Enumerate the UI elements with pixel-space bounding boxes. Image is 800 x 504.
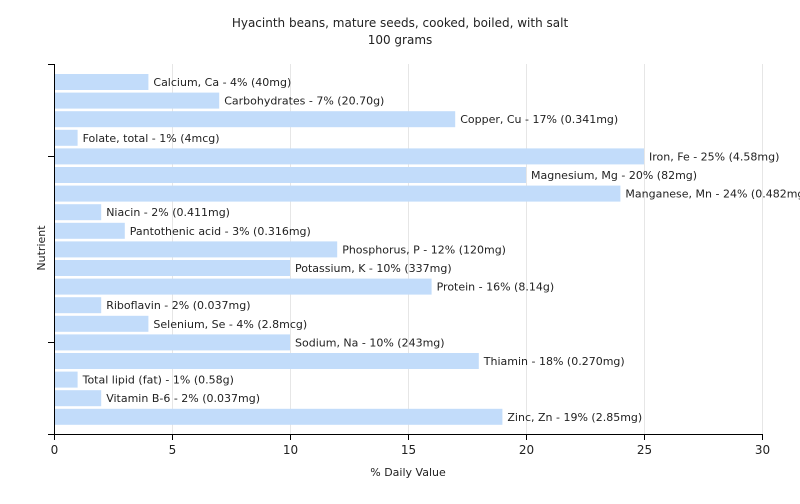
bar-label: Zinc, Zn - 19% (2.85mg)	[507, 411, 642, 424]
x-tick-label: 20	[519, 443, 534, 457]
bar-label: Vitamin B-6 - 2% (0.037mg)	[106, 392, 260, 405]
bar	[55, 111, 456, 128]
y-axis-label: Nutrient	[35, 225, 48, 271]
bar	[55, 74, 149, 90]
bar	[55, 297, 102, 314]
axes: 0 5 10 15 20 25 30	[48, 64, 770, 457]
bar-label: Total lipid (fat) - 1% (0.58g)	[82, 374, 234, 387]
chart-title: Hyacinth beans, mature seeds, cooked, bo…	[232, 16, 569, 30]
bar	[55, 204, 102, 221]
bar	[55, 278, 432, 295]
bar-label: Magnesium, Mg - 20% (82mg)	[531, 169, 697, 182]
chart-subtitle: 100 grams	[368, 33, 433, 47]
bar-label: Protein - 16% (8.14g)	[437, 281, 555, 294]
bar	[55, 371, 78, 388]
bar-label: Potassium, K - 10% (337mg)	[295, 262, 452, 275]
bar-label: Riboflavin - 2% (0.037mg)	[106, 299, 250, 312]
bar-label: Copper, Cu - 17% (0.341mg)	[460, 113, 618, 126]
bar	[55, 167, 526, 183]
x-tick-label: 10	[283, 443, 298, 457]
bar-label: Thiamin - 18% (0.270mg)	[483, 355, 625, 368]
bar-label: Manganese, Mn - 24% (0.482mg)	[625, 188, 800, 201]
bar	[55, 353, 479, 369]
bar-label: Sodium, Na - 10% (243mg)	[295, 336, 445, 349]
bar-label: Iron, Fe - 25% (4.58mg)	[649, 150, 779, 163]
bar	[55, 129, 78, 146]
x-tick-label: 25	[637, 443, 652, 457]
bar	[55, 185, 621, 202]
x-axis-label: % Daily Value	[370, 466, 446, 479]
bar	[55, 334, 290, 351]
bar	[55, 148, 644, 165]
bar	[55, 315, 149, 332]
bar-label: Calcium, Ca - 4% (40mg)	[153, 76, 291, 89]
bar	[55, 92, 220, 109]
bar-label: Pantothenic acid - 3% (0.316mg)	[130, 225, 311, 238]
bar-label: Niacin - 2% (0.411mg)	[106, 206, 230, 219]
x-tick-label: 5	[169, 443, 177, 457]
x-tick-label: 30	[755, 443, 770, 457]
x-tick-label: 0	[51, 443, 59, 457]
bar	[55, 390, 102, 407]
bar-label: Carbohydrates - 7% (20.70g)	[224, 95, 384, 108]
bars: Calcium, Ca - 4% (40mg) Carbohydrates - 7…	[55, 74, 800, 425]
bar	[55, 408, 503, 425]
bar-label: Phosphorus, P - 12% (120mg)	[342, 243, 506, 256]
bar	[55, 222, 125, 239]
bar-label: Folate, total - 1% (4mcg)	[83, 132, 220, 145]
x-tick-label: 15	[401, 443, 416, 457]
bar	[55, 260, 290, 276]
bar	[55, 241, 338, 258]
bar-label: Selenium, Se - 4% (2.8mcg)	[153, 318, 307, 331]
